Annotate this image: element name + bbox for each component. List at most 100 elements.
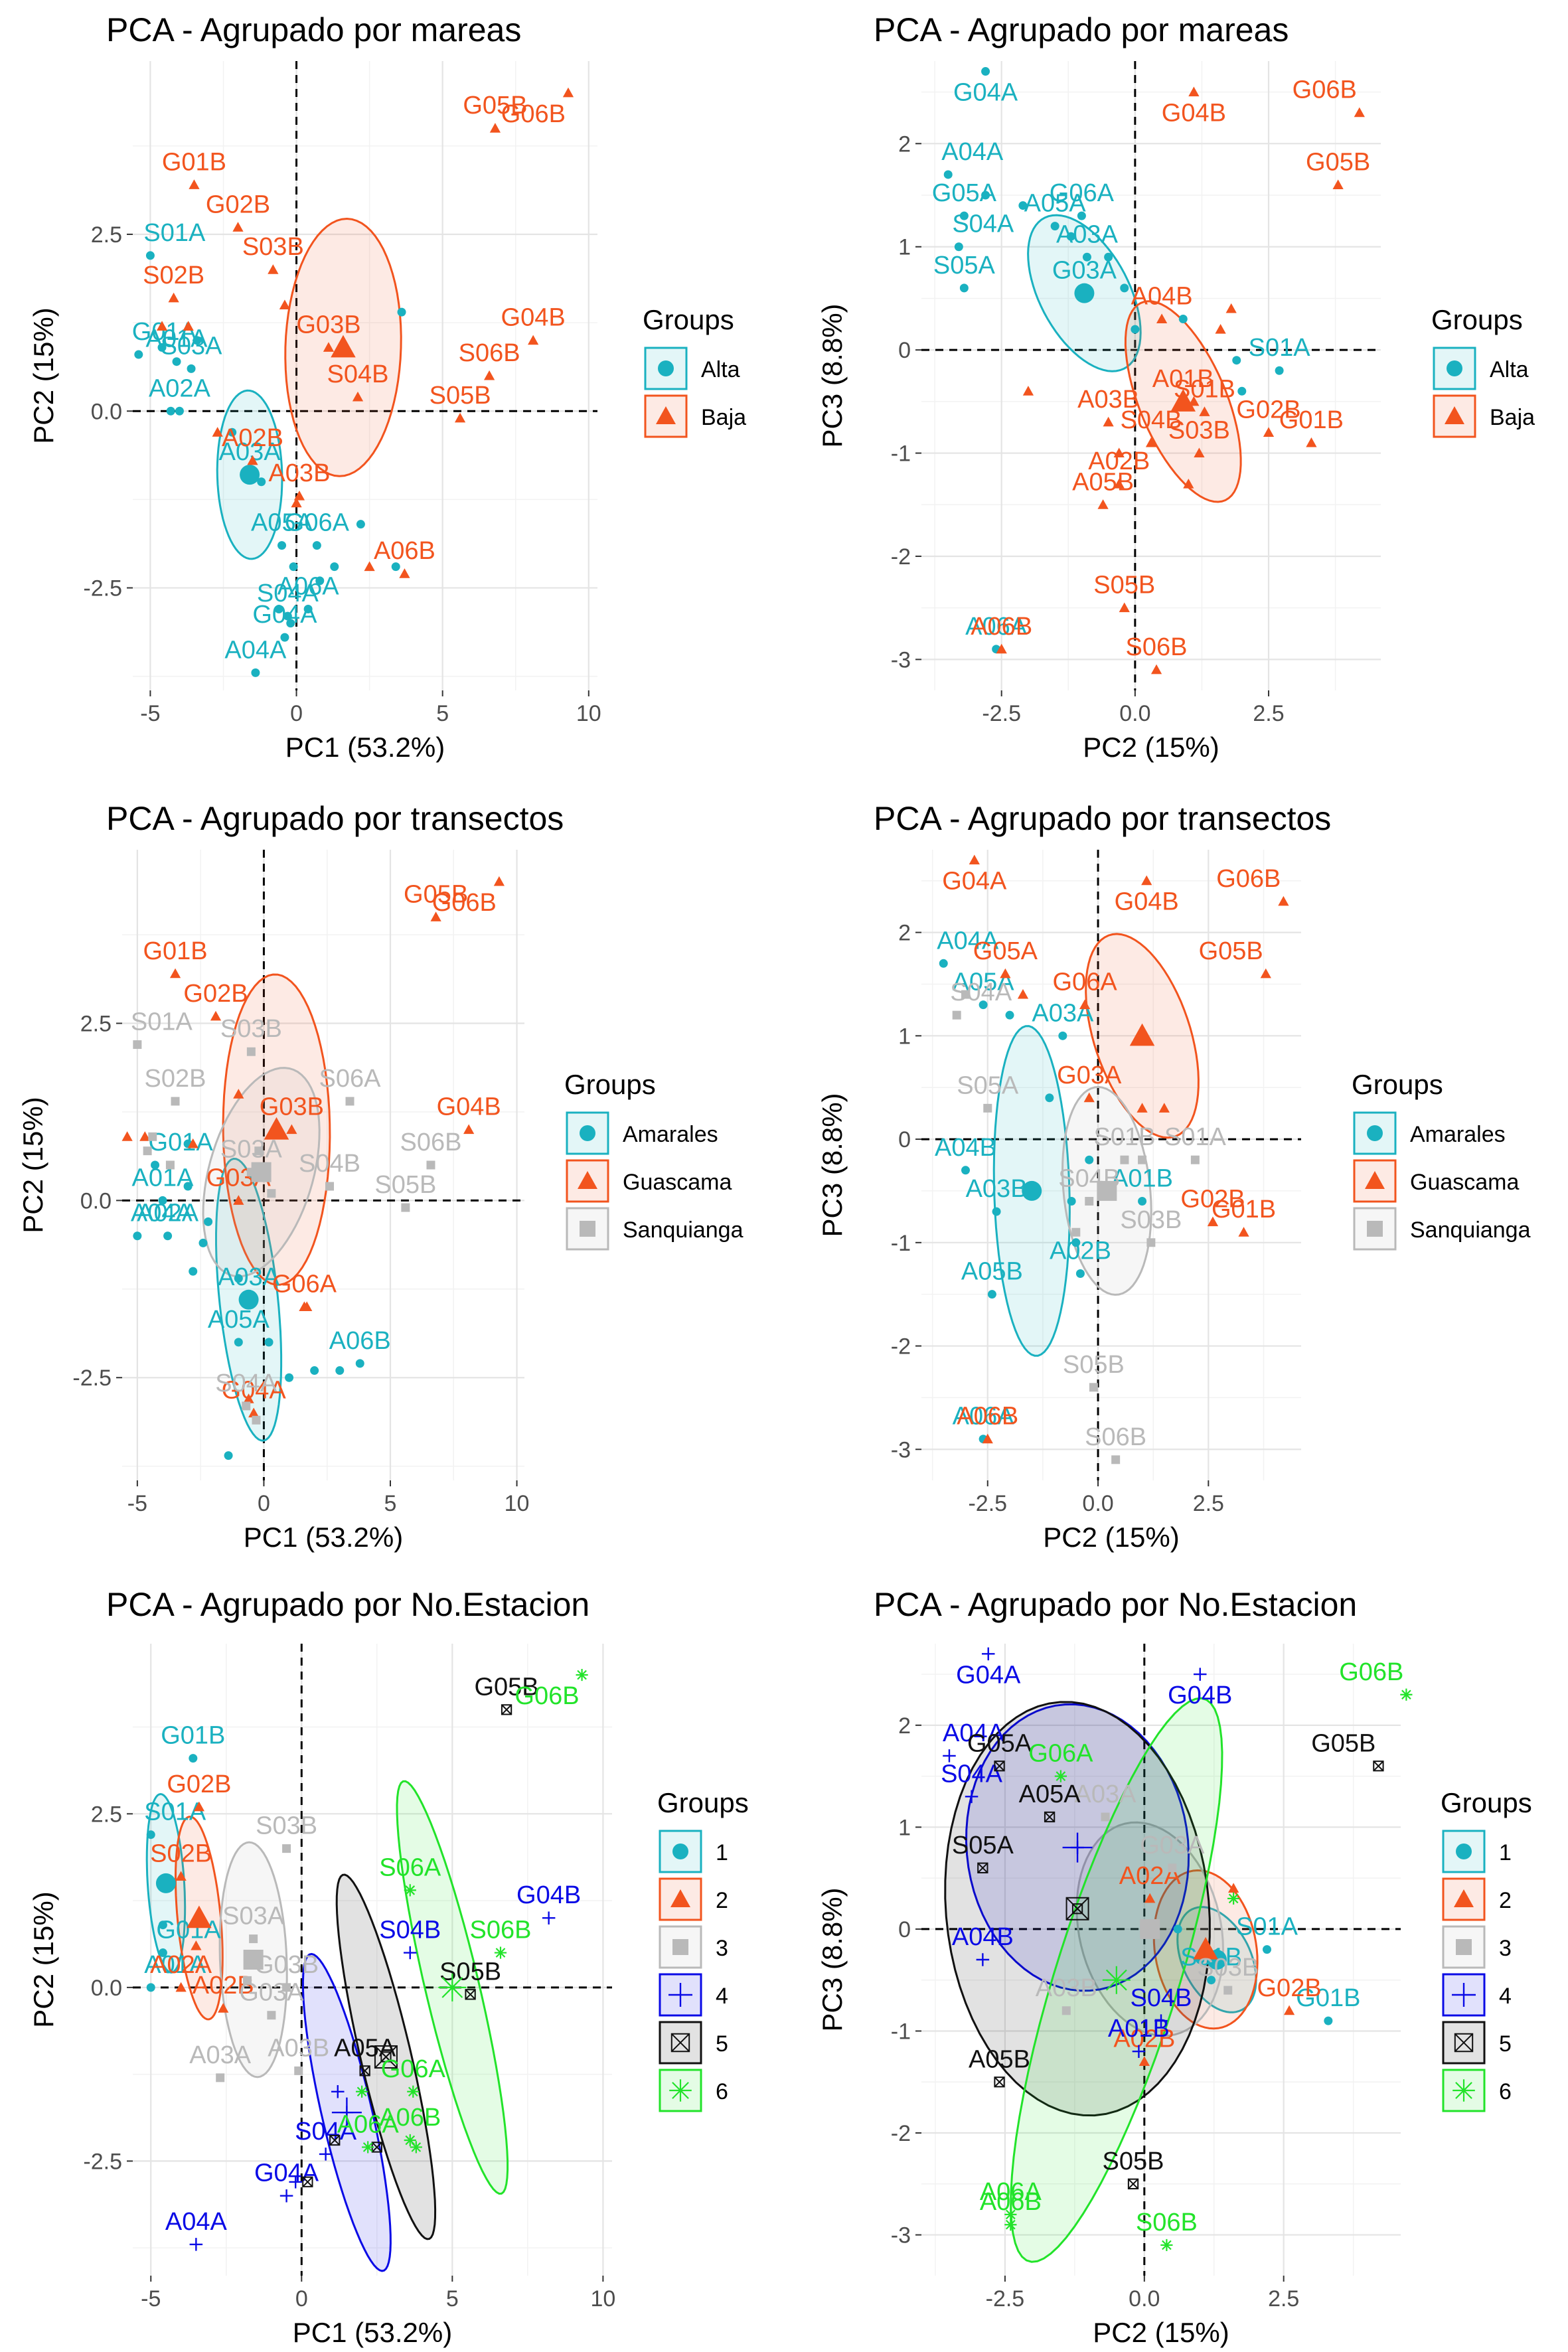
legend-marker-5 <box>1454 2033 1474 2053</box>
y-tick-label: -3 <box>891 647 911 672</box>
point-label: A04A <box>131 1200 193 1227</box>
point-G04A <box>981 67 990 76</box>
point-A05A <box>1044 1811 1056 1823</box>
point-label: G02B <box>167 1770 231 1798</box>
point-S02B <box>175 1871 187 1881</box>
point-sample <box>158 1921 167 1930</box>
point-label: G05B <box>463 92 527 119</box>
point-S04B <box>1085 1197 1094 1206</box>
point-S03A <box>249 1934 258 1944</box>
point-sample <box>183 321 194 331</box>
y-axis-label: PC3 (8.8%) <box>817 1887 848 2031</box>
point-label: G04A <box>956 1661 1021 1689</box>
point-A02B <box>247 455 258 465</box>
point-sample <box>1067 1197 1076 1206</box>
point-G05B <box>1260 968 1271 979</box>
point-sample <box>1232 356 1241 365</box>
point-S04B <box>1154 2014 1168 2027</box>
y-axis-label: PC2 (15%) <box>17 1097 48 1233</box>
legend-label: 5 <box>1499 2031 1512 2057</box>
point-S03B <box>1146 1238 1156 1247</box>
axes: -5 0 5 10 -2.5 0.0 2.5 PC1 (53.2%) PC2 (15%) <box>28 1802 615 2348</box>
y-tick-label: 2 <box>898 1713 911 1739</box>
legend-label: Sanquianga <box>1410 1217 1531 1243</box>
point-label: A03A <box>189 2041 252 2069</box>
point-sample <box>1173 1924 1182 1934</box>
legend-label: Alta <box>701 357 740 382</box>
axes: -2.5 0.0 2.5 -3 -2 -1 0 1 2 PC2 (15%) PC3 (8.8%) <box>817 131 1285 763</box>
point-label: G02B <box>1180 1186 1245 1214</box>
legend-marker-Amarales <box>580 1125 595 1141</box>
grid <box>921 1644 1401 2276</box>
point-label: S06B <box>459 339 520 367</box>
point-label: G04A <box>252 601 317 629</box>
point-G05A <box>959 211 969 220</box>
point-sample <box>212 427 223 437</box>
point-S01B <box>1120 1155 1129 1164</box>
point-A06A <box>1004 2208 1017 2221</box>
point-A06A <box>362 2141 374 2154</box>
point-S01A <box>1263 1945 1272 1954</box>
point-sample <box>1104 252 1113 262</box>
legend-title: Groups <box>1441 1787 1532 1818</box>
point-sample <box>1022 386 1034 396</box>
point-S01B <box>1207 1976 1216 1985</box>
point-A03A <box>1101 1812 1110 1822</box>
point-G04B <box>463 1124 475 1135</box>
x-tick-label: 2.5 <box>1253 701 1284 726</box>
point-label: S02B <box>145 1065 206 1093</box>
point-S04B <box>404 1946 417 1960</box>
point-G05B <box>430 911 441 921</box>
legend-marker-5 <box>670 2033 690 2053</box>
point-sample <box>1225 303 1237 313</box>
legend-label: Baja <box>701 405 746 430</box>
x-tick-label: 10 <box>505 1491 530 1516</box>
y-tick-label: -1 <box>891 441 911 467</box>
point-label: S02B <box>150 1840 212 1867</box>
point-S06B <box>1111 1455 1121 1464</box>
point-G06B <box>1354 107 1365 118</box>
axes: -2.5 0.0 2.5 -3 -2 -1 0 1 2 PC2 (15%) PC3 (8.8%) <box>817 1713 1299 2348</box>
x-tick-label: 2.5 <box>1193 1491 1224 1516</box>
group-mean-2 <box>187 1905 212 1928</box>
point-label: G03A <box>239 1979 304 2007</box>
point-label: G05A <box>967 1729 1032 1757</box>
point-sample <box>187 1138 198 1148</box>
point-G03A <box>233 1195 244 1205</box>
point-A05A <box>277 541 287 550</box>
legend: Groups Amarales Guascama Sanquianga <box>564 1069 744 1251</box>
point-G03A <box>267 2011 276 2020</box>
y-tick-label: -2 <box>891 1334 911 1360</box>
legend: Groups Amarales Guascama Sanquianga <box>1352 1069 1531 1251</box>
point-label: S05B <box>439 1958 501 1986</box>
y-tick-label: 0 <box>898 1127 911 1152</box>
point-sample <box>1017 988 1029 999</box>
point-sample <box>1228 1883 1239 1893</box>
point-label: S05A <box>957 1071 1019 1099</box>
legend-marker-1 <box>1456 1843 1472 1859</box>
point-label: S05A <box>933 252 996 279</box>
legend-marker-2 <box>1454 1889 1474 1907</box>
point-G05B <box>1332 179 1344 189</box>
point-S06B <box>1150 664 1162 674</box>
point-G06A <box>312 541 321 550</box>
point-S04A <box>965 1790 979 1804</box>
point-S01A <box>145 251 155 260</box>
point-G04A <box>981 1647 995 1661</box>
point-S04A <box>952 1010 961 1020</box>
point-G05B <box>489 123 501 133</box>
point-sample <box>1018 201 1028 210</box>
legend-label: Sanquianga <box>623 1217 744 1243</box>
point-S03A <box>187 364 196 373</box>
point-label: G06B <box>1339 1658 1403 1686</box>
legend-marker-Baja <box>656 406 676 424</box>
point-label: A01B <box>1152 365 1214 393</box>
x-tick-label: -2.5 <box>968 1491 1007 1516</box>
point-label: S03B <box>1197 1954 1259 1982</box>
point-sample <box>1113 447 1125 458</box>
point-label: S06A <box>379 1853 441 1881</box>
point-A03B <box>1061 2006 1071 2015</box>
point-sample <box>204 1217 213 1226</box>
point-label: G04B <box>516 1881 581 1909</box>
